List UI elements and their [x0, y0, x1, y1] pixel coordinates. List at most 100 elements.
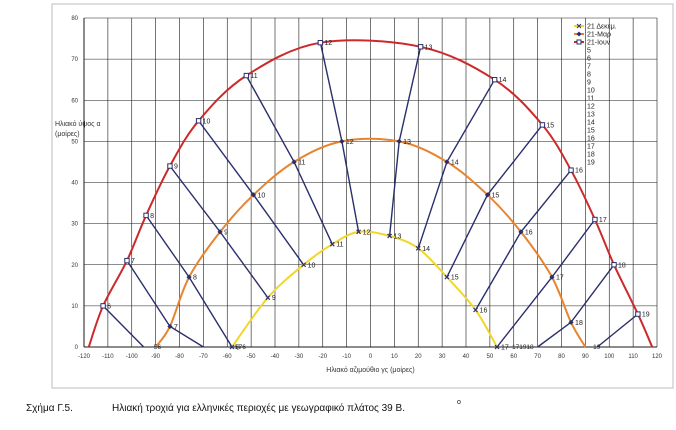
- legend-extra-label: 17: [587, 144, 595, 151]
- hour-label: 16: [575, 168, 583, 175]
- legend-extra-label: 12: [587, 104, 595, 111]
- y-tick-label: 50: [71, 139, 78, 145]
- hour-label: 9: [174, 164, 178, 171]
- hour-label: 14: [499, 77, 507, 84]
- y-tick-label: 30: [71, 222, 78, 228]
- y-tick-label: 60: [71, 98, 78, 104]
- hour-label: 11: [336, 242, 343, 249]
- x-tick-label: 120: [652, 354, 663, 360]
- marker-square: [167, 163, 173, 169]
- legend-extra-label: 11: [587, 96, 594, 103]
- hour-line-11: [245, 75, 333, 245]
- hour-line-12: [319, 42, 360, 233]
- hour-label: 10: [308, 262, 316, 269]
- legend-extra-label: 9: [587, 80, 591, 87]
- marker-x: [265, 295, 271, 301]
- x-tick-label: -30: [295, 354, 304, 360]
- marker-x: [473, 307, 478, 313]
- series-group: [87, 39, 654, 350]
- marker-diamond: [549, 274, 555, 280]
- extra-label: 19: [593, 344, 601, 351]
- x-tick-label: 90: [582, 354, 589, 360]
- hour-label: 8: [236, 345, 240, 352]
- x-tick-label: 40: [463, 354, 470, 360]
- x-tick-label: -60: [223, 354, 232, 360]
- legend-marker: [576, 31, 582, 37]
- marker-diamond: [484, 192, 491, 198]
- x-tick-label: -20: [318, 354, 327, 360]
- marker-square: [491, 76, 498, 83]
- marker-x: [301, 262, 307, 268]
- chart-border: [51, 3, 674, 389]
- marker-x: [415, 245, 421, 251]
- legend-marker: [576, 23, 582, 29]
- axes: -120 -110 -100 -90 -80 -70 -60 -50 -40 -30 -20 -10 0…: [71, 16, 662, 360]
- x-tick-label: 0: [369, 354, 373, 360]
- marker-square: [539, 122, 546, 128]
- x-tick-label: 20: [415, 354, 422, 360]
- marker-diamond: [167, 323, 173, 330]
- marker-x: [387, 233, 393, 239]
- hour-label: 9: [272, 295, 276, 302]
- hour-line-8: [145, 214, 233, 348]
- hour-label: 15: [491, 192, 499, 199]
- hour-label: 13: [403, 139, 411, 146]
- marker-diamond: [339, 138, 345, 144]
- hour-label: 19: [642, 312, 650, 319]
- legend-extra-label: 6: [587, 56, 591, 63]
- marker-square: [100, 303, 106, 309]
- marker-square: [317, 39, 324, 46]
- hour-label: 15: [546, 122, 554, 129]
- y-tick-label: 10: [71, 304, 78, 310]
- y-tick-label: 80: [71, 16, 78, 22]
- x-tick-label: 30: [439, 354, 446, 360]
- hour-label: 7: [174, 324, 178, 331]
- marker-square: [592, 216, 598, 223]
- legend-marker: [576, 39, 582, 45]
- hour-label: 14: [451, 159, 459, 166]
- series-line-1: [154, 137, 587, 348]
- hour-label: 8: [193, 275, 197, 282]
- series-line-2: [87, 39, 654, 348]
- x-tick-label: -110: [102, 354, 114, 360]
- hour-label: 6: [107, 303, 111, 310]
- hour-label: 13: [425, 44, 433, 51]
- x-tick-label: 70: [534, 354, 541, 360]
- x-tick-label: -100: [126, 354, 139, 360]
- y-axis-label: Ηλιακό ύψος α (μοίρες): [55, 120, 101, 138]
- marker-diamond: [217, 229, 223, 235]
- marker-square: [124, 257, 130, 264]
- legend-label-2: 21-Ιουν: [587, 40, 611, 47]
- extra-label: 56: [154, 344, 162, 351]
- x-tick-label: 80: [558, 354, 565, 360]
- legend-extra-label: 5: [587, 48, 591, 55]
- caption-label: Σχήμα Γ.5.: [26, 403, 73, 414]
- x-tick-label: -10: [342, 354, 351, 360]
- marker-x: [494, 344, 500, 350]
- hour-label: 12: [346, 139, 354, 146]
- marker-square: [195, 118, 202, 124]
- legend-label-1: 21-Μαρ: [587, 32, 611, 39]
- marker-diamond: [250, 192, 257, 198]
- marker-x: [356, 229, 361, 235]
- y-tick-label: 20: [71, 263, 78, 269]
- legend-extra-label: 10: [587, 88, 595, 95]
- hour-label: 11: [250, 73, 257, 80]
- extra-label: 171918: [512, 344, 534, 351]
- hour-label: 16: [525, 229, 533, 236]
- hour-label: 17: [556, 275, 564, 282]
- legend-extra-label: 14: [587, 120, 595, 127]
- x-tick-label: 10: [391, 354, 398, 360]
- marker-square: [143, 212, 149, 219]
- x-tick-label: 100: [604, 354, 615, 360]
- x-tick-label: -70: [199, 354, 208, 360]
- x-tick-label: 60: [510, 354, 517, 360]
- marker-square: [568, 167, 574, 173]
- legend-extra-label: 7: [587, 64, 591, 71]
- marker-diamond: [518, 229, 524, 235]
- caption-degree: ο: [457, 399, 461, 406]
- hour-label: 12: [324, 40, 332, 47]
- marker-diamond: [444, 159, 450, 165]
